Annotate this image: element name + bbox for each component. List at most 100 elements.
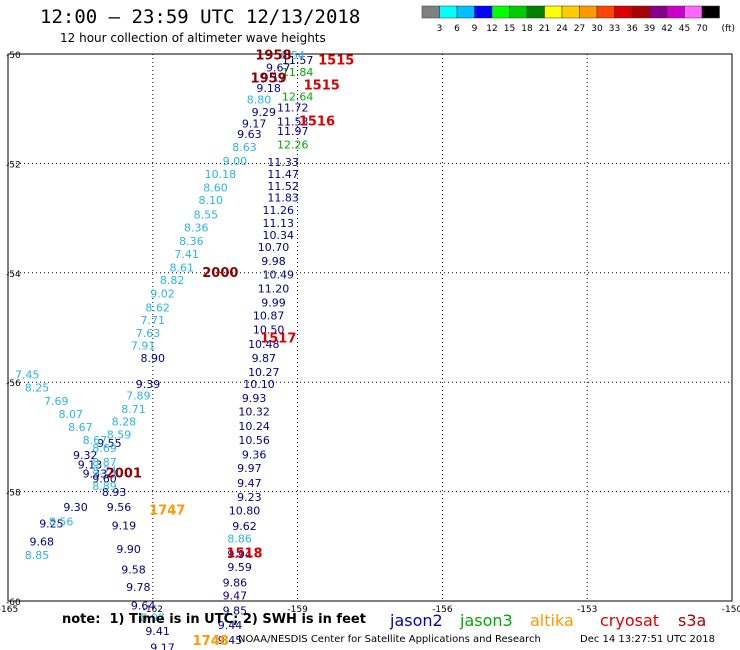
swh-label: 10.34 bbox=[263, 229, 295, 242]
swh-label: 9.36 bbox=[242, 448, 267, 461]
swh-label: 11.97 bbox=[277, 125, 309, 138]
swh-label: 11.52 bbox=[267, 180, 299, 193]
color-scale-label: 3 bbox=[437, 24, 443, 34]
swh-label: 11.84 bbox=[282, 66, 314, 79]
x-tick-label: -153 bbox=[577, 605, 597, 615]
swh-label: 9.45 bbox=[218, 634, 243, 647]
swh-label: 8.59 bbox=[107, 429, 132, 442]
time-label: 2000 bbox=[202, 266, 238, 281]
swh-label: 9.30 bbox=[63, 501, 88, 514]
swh-label: 9.99 bbox=[261, 296, 286, 309]
swh-label: 8.85 bbox=[25, 549, 50, 562]
swh-label: 12.64 bbox=[282, 91, 314, 104]
time-label: 1959 bbox=[251, 72, 287, 87]
swh-label: 11.72 bbox=[277, 102, 309, 115]
page-title: 12:00 — 23:59 UTC 12/13/2018 bbox=[40, 6, 361, 28]
swh-label: 11.26 bbox=[263, 204, 295, 217]
swh-label: 12.26 bbox=[277, 138, 309, 151]
swh-label: 9.44 bbox=[218, 619, 243, 632]
swh-label: 10.49 bbox=[263, 268, 295, 281]
swh-label: 8.07 bbox=[58, 408, 83, 421]
plot-frame bbox=[7, 53, 733, 602]
swh-label: 9.67 bbox=[266, 62, 291, 75]
footer-note: note: 1) Time is in UTC; 2) SWH is in fe… bbox=[62, 612, 366, 627]
swh-label: 8.28 bbox=[112, 416, 137, 429]
color-scale-unit: (ft) bbox=[722, 24, 736, 34]
swh-label: 9.68 bbox=[30, 535, 55, 548]
swh-label: 7.89 bbox=[126, 389, 151, 402]
color-scale-label: 15 bbox=[504, 24, 515, 34]
swh-label: 9.18 bbox=[256, 82, 281, 95]
swh-label: 11.83 bbox=[267, 191, 299, 204]
time-label: 1958 bbox=[255, 49, 291, 64]
swh-label: 7.41 bbox=[174, 248, 199, 261]
swh-label: 9.19 bbox=[112, 520, 137, 533]
swh-label: 8.90 bbox=[141, 352, 166, 365]
swh-label: 9.25 bbox=[39, 517, 64, 530]
color-scale-label: 30 bbox=[591, 24, 603, 34]
swh-label: 11.33 bbox=[267, 156, 299, 169]
page-subtitle: 12 hour collection of altimeter wave hei… bbox=[60, 31, 326, 45]
time-label: 1747 bbox=[149, 504, 185, 519]
swh-label: 8.67 bbox=[68, 421, 93, 434]
swh-label: 9.86 bbox=[223, 576, 248, 589]
swh-label: 7.45 bbox=[15, 369, 40, 382]
swh-label: 10.70 bbox=[258, 241, 290, 254]
color-scale-label: 12 bbox=[486, 24, 497, 34]
swh-label: 9.33 bbox=[83, 468, 108, 481]
swh-label: 8.82 bbox=[160, 274, 185, 287]
y-tick-label: -56 bbox=[6, 379, 21, 389]
swh-label: 8.74 bbox=[92, 464, 117, 477]
swh-label: 8.86 bbox=[227, 533, 252, 546]
swh-label: 9.94 bbox=[227, 548, 252, 561]
swh-label: 11.20 bbox=[258, 283, 290, 296]
swh-label: 8.36 bbox=[184, 221, 209, 234]
swh-label: 8.67 bbox=[83, 434, 108, 447]
color-scale-label: 18 bbox=[521, 24, 533, 34]
satellite-legend-altika: altika bbox=[530, 611, 574, 630]
swh-label: 8.61 bbox=[170, 261, 195, 274]
swh-label: 8.10 bbox=[198, 194, 223, 207]
satellite-legend-cryosat: cryosat bbox=[600, 611, 659, 630]
x-tick-label: -159 bbox=[287, 605, 308, 615]
swh-label: 9.56 bbox=[107, 501, 132, 514]
swh-label: 10.48 bbox=[248, 338, 280, 351]
swh-label: 9.62 bbox=[232, 520, 257, 533]
swh-label: 10.32 bbox=[238, 406, 270, 419]
y-tick-label: -52 bbox=[6, 160, 21, 170]
swh-label: 9.60 bbox=[92, 472, 117, 485]
y-tick-label: -50 bbox=[6, 51, 21, 61]
swh-label: 10.50 bbox=[253, 324, 285, 337]
swh-label: 9.78 bbox=[126, 581, 151, 594]
swh-label: 8.56 bbox=[49, 516, 74, 529]
swh-label: 9.63 bbox=[237, 128, 262, 141]
swh-label: 9.17 bbox=[242, 117, 267, 130]
swh-label: 9.64 bbox=[131, 599, 156, 612]
swh-label: 10.10 bbox=[243, 378, 275, 391]
time-label: 1748 bbox=[193, 634, 229, 649]
swh-label: 9.02 bbox=[150, 288, 175, 301]
swh-label: 11.47 bbox=[267, 168, 299, 181]
swh-label: 8.54 bbox=[281, 49, 306, 62]
swh-label: 9.58 bbox=[121, 563, 146, 576]
swh-label: 8.97 bbox=[141, 611, 166, 624]
swh-label: 7.63 bbox=[136, 327, 161, 340]
swh-label: 9.47 bbox=[223, 590, 248, 603]
color-scale-label: 36 bbox=[626, 24, 638, 34]
swh-label: 9.23 bbox=[237, 491, 262, 504]
color-scale-label: 33 bbox=[609, 24, 620, 34]
swh-label: 9.41 bbox=[145, 625, 170, 638]
swh-label: 9.00 bbox=[223, 155, 248, 168]
swh-label: 9.39 bbox=[136, 378, 161, 391]
color-scale-label: 6 bbox=[454, 24, 460, 34]
swh-label: 11.57 bbox=[282, 54, 314, 67]
swh-label: 9.90 bbox=[116, 543, 141, 556]
swh-label: 9.98 bbox=[261, 255, 286, 268]
swh-label: 7.71 bbox=[141, 314, 166, 327]
color-scale-label: 24 bbox=[556, 24, 568, 34]
swh-label: 8.71 bbox=[121, 403, 146, 416]
swh-label: 9.59 bbox=[227, 561, 252, 574]
time-label: 1515 bbox=[318, 54, 354, 69]
swh-label: 7.69 bbox=[44, 395, 69, 408]
swh-label: 10.56 bbox=[238, 434, 270, 447]
